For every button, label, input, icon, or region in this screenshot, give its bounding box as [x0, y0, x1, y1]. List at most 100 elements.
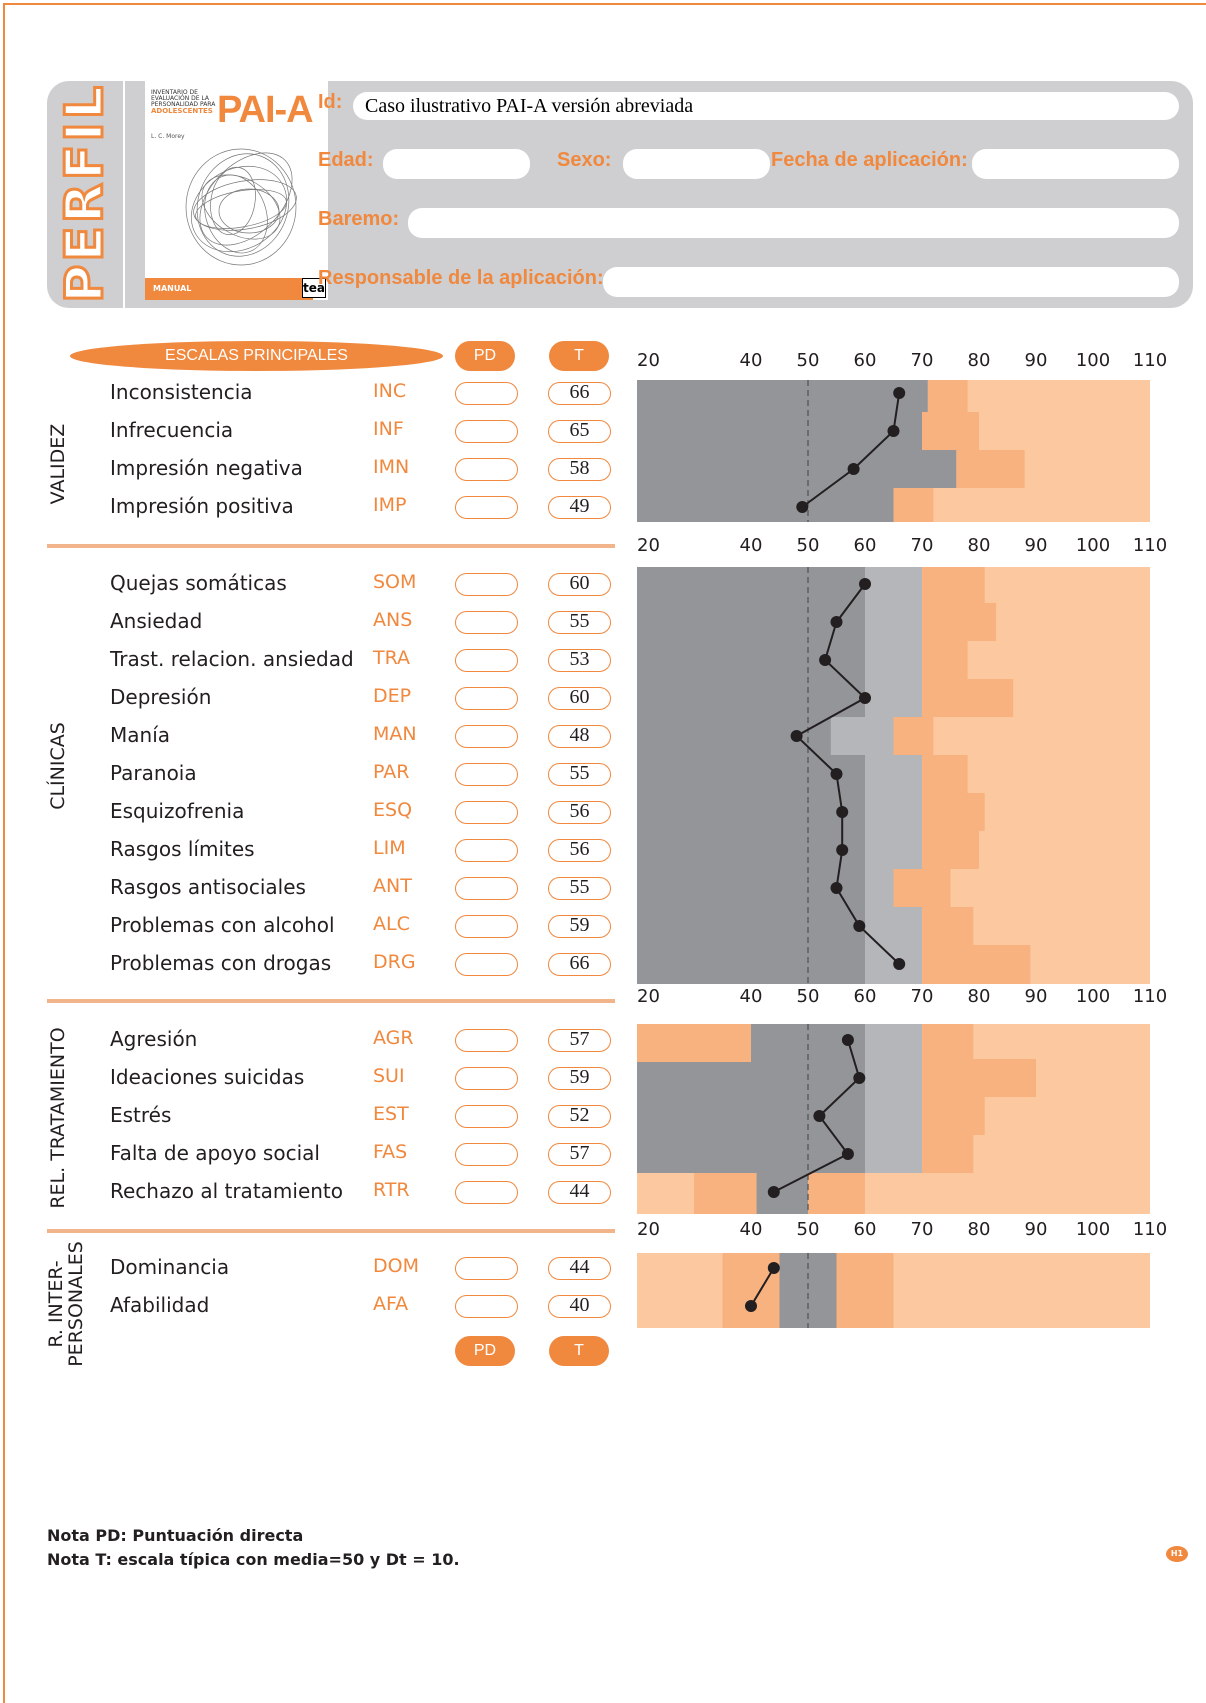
- t-score-value: 66: [569, 952, 590, 974]
- x-tick-label: 90: [1025, 986, 1048, 1007]
- t-score-box[interactable]: 65: [548, 419, 611, 443]
- t-score-value: 44: [569, 1256, 590, 1278]
- t-score-box[interactable]: 53: [548, 648, 611, 672]
- t-score-value: 60: [569, 572, 590, 594]
- t-score-value: 40: [569, 1294, 590, 1316]
- band-dark-gray: [637, 412, 922, 450]
- band-dark-gray: [637, 679, 865, 717]
- t-score-box[interactable]: 55: [548, 762, 611, 786]
- scale-name: Infrecuencia: [110, 418, 234, 442]
- pd-input[interactable]: [455, 839, 518, 862]
- scale-name: Inconsistencia: [110, 380, 253, 404]
- fecha-field[interactable]: [972, 149, 1179, 179]
- pd-input[interactable]: [455, 877, 518, 900]
- scale-name: Impresión negativa: [110, 456, 303, 480]
- note-pd: Nota PD: Puntuación directa: [47, 1526, 304, 1545]
- t-score-value: 60: [569, 686, 590, 708]
- profile-point-agr: [841, 1034, 854, 1046]
- profile-point-dom: [767, 1262, 780, 1274]
- baremo-label: Baremo:: [318, 208, 400, 230]
- scale-name: Trast. relacion. ansiedad: [110, 647, 354, 671]
- header-panel: PERFIL INVENTARIO DE EVALUACIÓN DE LA PE…: [47, 81, 1193, 308]
- pd-input[interactable]: [455, 1295, 518, 1318]
- profile-point-inf: [887, 425, 900, 437]
- t-score-box[interactable]: 56: [548, 838, 611, 862]
- t-score-box[interactable]: 48: [548, 724, 611, 748]
- pd-input[interactable]: [455, 649, 518, 672]
- pd-input[interactable]: [455, 420, 518, 443]
- t-score-box[interactable]: 57: [548, 1142, 611, 1166]
- t-score-box[interactable]: 44: [548, 1180, 611, 1204]
- pd-input[interactable]: [455, 687, 518, 710]
- pd-input[interactable]: [455, 801, 518, 824]
- x-tick-label: 40: [740, 535, 763, 556]
- t-score-box[interactable]: 40: [548, 1294, 611, 1318]
- pd-input[interactable]: [455, 496, 518, 519]
- pd-input[interactable]: [455, 573, 518, 596]
- t-score-box[interactable]: 57: [548, 1028, 611, 1052]
- pd-input[interactable]: [455, 1257, 518, 1280]
- edad-field[interactable]: [383, 149, 530, 179]
- band-dark-gray: [637, 831, 865, 869]
- x-tick-label: 40: [740, 350, 763, 371]
- profile-point-par: [830, 768, 843, 780]
- x-tick-label: 90: [1025, 1219, 1048, 1240]
- x-tick-label: 40: [740, 986, 763, 1007]
- x-tick-label: 80: [968, 535, 991, 556]
- t-score-box[interactable]: 66: [548, 952, 611, 976]
- scale-abbr: AGR: [373, 1027, 414, 1049]
- t-score-box[interactable]: 59: [548, 1066, 611, 1090]
- t-score-box[interactable]: 56: [548, 800, 611, 824]
- pd-input[interactable]: [455, 915, 518, 938]
- t-score-box[interactable]: 55: [548, 876, 611, 900]
- t-score-box[interactable]: 44: [548, 1256, 611, 1280]
- pd-input[interactable]: [455, 382, 518, 405]
- band-dark-gray: [637, 488, 894, 522]
- profile-point-sui: [853, 1072, 866, 1084]
- t-score-value: 65: [569, 419, 590, 441]
- pd-input[interactable]: [455, 725, 518, 748]
- t-score-box[interactable]: 59: [548, 914, 611, 938]
- id-field[interactable]: Caso ilustrativo PAI-A versión abreviada: [353, 92, 1179, 120]
- pd-input[interactable]: [455, 1029, 518, 1052]
- manual-cover: INVENTARIO DE EVALUACIÓN DE LA PERSONALI…: [145, 81, 328, 300]
- pd-input[interactable]: [455, 611, 518, 634]
- pd-input[interactable]: [455, 763, 518, 786]
- baremo-field[interactable]: [408, 208, 1179, 238]
- t-score-box[interactable]: 60: [548, 686, 611, 710]
- pd-input[interactable]: [455, 1181, 518, 1204]
- scale-abbr: DRG: [373, 951, 416, 973]
- t-score-box[interactable]: 52: [548, 1104, 611, 1128]
- t-score-box[interactable]: 66: [548, 381, 611, 405]
- band-dark-gray: [637, 1059, 865, 1097]
- scale-name: Agresión: [110, 1027, 198, 1051]
- t-score-box[interactable]: 58: [548, 457, 611, 481]
- band-low-orange: [637, 1024, 751, 1062]
- scale-name: Falta de apoyo social: [110, 1141, 320, 1165]
- x-tick-label: 100: [1076, 350, 1110, 371]
- x-tick-label: 40: [740, 1219, 763, 1240]
- note-t: Nota T: escala típica con media=50 y Dt …: [47, 1550, 460, 1569]
- band-dark-gray: [637, 567, 865, 603]
- pd-footer: PD: [455, 1336, 515, 1366]
- pd-input[interactable]: [455, 1105, 518, 1128]
- x-tick-label: 80: [968, 986, 991, 1007]
- t-score-box[interactable]: 55: [548, 610, 611, 634]
- scale-name: Rasgos antisociales: [110, 875, 306, 899]
- responsable-field[interactable]: [603, 267, 1179, 297]
- profile-point-som: [859, 578, 871, 590]
- scale-abbr: RTR: [373, 1179, 410, 1201]
- t-score-value: 56: [569, 838, 590, 860]
- pd-input[interactable]: [455, 1067, 518, 1090]
- x-tick-label: 110: [1133, 350, 1167, 371]
- x-tick-label: 110: [1133, 1219, 1167, 1240]
- pd-input[interactable]: [455, 1143, 518, 1166]
- band-low-orange: [694, 1173, 757, 1214]
- t-score-box[interactable]: 49: [548, 495, 611, 519]
- x-tick-label: 20: [637, 986, 660, 1007]
- section-separator: [47, 544, 615, 548]
- pd-input[interactable]: [455, 458, 518, 481]
- sexo-field[interactable]: [623, 149, 770, 179]
- pd-input[interactable]: [455, 953, 518, 976]
- t-score-box[interactable]: 60: [548, 572, 611, 596]
